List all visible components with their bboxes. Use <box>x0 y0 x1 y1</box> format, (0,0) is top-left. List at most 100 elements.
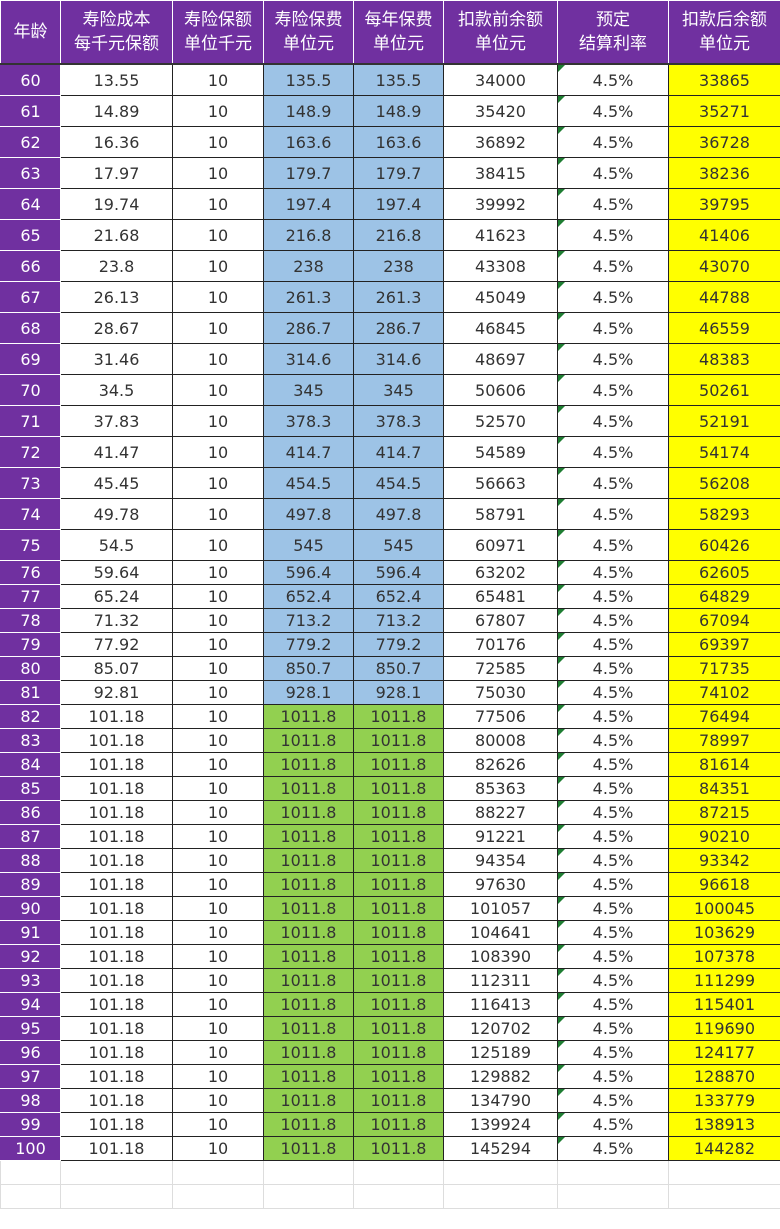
cell-premium[interactable]: 850.7 <box>263 656 354 681</box>
cell-balance-after[interactable]: 103629 <box>668 920 780 945</box>
cell-balance-before[interactable]: 60971 <box>443 529 558 561</box>
header-coverage[interactable]: 寿险保额 单位千元 <box>172 0 264 65</box>
cell-age[interactable]: 87 <box>0 824 61 849</box>
cell-cost-per-thousand[interactable]: 101.18 <box>60 752 173 777</box>
cell-balance-before[interactable]: 112311 <box>443 968 558 993</box>
cell-balance-after[interactable]: 87215 <box>668 800 780 825</box>
header-balance-before[interactable]: 扣款前余额 单位元 <box>443 0 558 65</box>
cell-balance-before[interactable]: 52570 <box>443 405 558 437</box>
empty-cell[interactable] <box>353 1160 444 1185</box>
empty-cell[interactable] <box>0 1160 61 1185</box>
cell-age[interactable]: 76 <box>0 560 61 585</box>
cell-annual-premium[interactable]: 197.4 <box>353 188 444 220</box>
cell-settlement-rate[interactable]: 4.5% <box>557 219 669 251</box>
cell-age[interactable]: 65 <box>0 219 61 251</box>
cell-balance-before[interactable]: 94354 <box>443 848 558 873</box>
cell-balance-before[interactable]: 43308 <box>443 250 558 282</box>
cell-age[interactable]: 85 <box>0 776 61 801</box>
cell-balance-after[interactable]: 115401 <box>668 992 780 1017</box>
cell-premium[interactable]: 1011.8 <box>263 1088 354 1113</box>
cell-annual-premium[interactable]: 135.5 <box>353 63 444 96</box>
cell-balance-before[interactable]: 46845 <box>443 312 558 344</box>
cell-annual-premium[interactable]: 1011.8 <box>353 872 444 897</box>
cell-coverage[interactable]: 10 <box>172 281 264 313</box>
cell-settlement-rate[interactable]: 4.5% <box>557 608 669 633</box>
cell-annual-premium[interactable]: 1011.8 <box>353 1016 444 1041</box>
cell-settlement-rate[interactable]: 4.5% <box>557 752 669 777</box>
cell-balance-before[interactable]: 120702 <box>443 1016 558 1041</box>
cell-premium[interactable]: 1011.8 <box>263 824 354 849</box>
cell-balance-after[interactable]: 60426 <box>668 529 780 561</box>
cell-balance-after[interactable]: 90210 <box>668 824 780 849</box>
cell-premium[interactable]: 1011.8 <box>263 1064 354 1089</box>
cell-annual-premium[interactable]: 216.8 <box>353 219 444 251</box>
cell-age[interactable]: 92 <box>0 944 61 969</box>
cell-cost-per-thousand[interactable]: 101.18 <box>60 824 173 849</box>
empty-cell[interactable] <box>60 1160 173 1185</box>
cell-premium[interactable]: 238 <box>263 250 354 282</box>
cell-coverage[interactable]: 10 <box>172 157 264 189</box>
cell-balance-after[interactable]: 128870 <box>668 1064 780 1089</box>
cell-settlement-rate[interactable]: 4.5% <box>557 498 669 530</box>
cell-annual-premium[interactable]: 148.9 <box>353 95 444 127</box>
cell-balance-before[interactable]: 39992 <box>443 188 558 220</box>
header-cost-per-thousand[interactable]: 寿险成本 每千元保额 <box>60 0 173 65</box>
cell-coverage[interactable]: 10 <box>172 374 264 406</box>
cell-balance-before[interactable]: 38415 <box>443 157 558 189</box>
cell-annual-premium[interactable]: 1011.8 <box>353 944 444 969</box>
cell-settlement-rate[interactable]: 4.5% <box>557 467 669 499</box>
cell-cost-per-thousand[interactable]: 34.5 <box>60 374 173 406</box>
cell-balance-before[interactable]: 58791 <box>443 498 558 530</box>
cell-settlement-rate[interactable]: 4.5% <box>557 281 669 313</box>
cell-annual-premium[interactable]: 1011.8 <box>353 920 444 945</box>
cell-cost-per-thousand[interactable]: 49.78 <box>60 498 173 530</box>
cell-age[interactable]: 81 <box>0 680 61 705</box>
cell-premium[interactable]: 596.4 <box>263 560 354 585</box>
cell-coverage[interactable]: 10 <box>172 896 264 921</box>
cell-annual-premium[interactable]: 497.8 <box>353 498 444 530</box>
cell-annual-premium[interactable]: 179.7 <box>353 157 444 189</box>
empty-cell[interactable] <box>353 1184 444 1209</box>
cell-age[interactable]: 97 <box>0 1064 61 1089</box>
empty-cell[interactable] <box>172 1184 264 1209</box>
cell-balance-before[interactable]: 80008 <box>443 728 558 753</box>
cell-premium[interactable]: 713.2 <box>263 608 354 633</box>
cell-age[interactable]: 74 <box>0 498 61 530</box>
cell-coverage[interactable]: 10 <box>172 920 264 945</box>
empty-cell[interactable] <box>557 1160 669 1185</box>
cell-balance-after[interactable]: 138913 <box>668 1112 780 1137</box>
cell-annual-premium[interactable]: 454.5 <box>353 467 444 499</box>
cell-age[interactable]: 99 <box>0 1112 61 1137</box>
cell-balance-after[interactable]: 96618 <box>668 872 780 897</box>
cell-age[interactable]: 75 <box>0 529 61 561</box>
cell-age[interactable]: 79 <box>0 632 61 657</box>
empty-cell[interactable] <box>557 1184 669 1209</box>
cell-settlement-rate[interactable]: 4.5% <box>557 800 669 825</box>
empty-cell[interactable] <box>60 1184 173 1209</box>
cell-premium[interactable]: 1011.8 <box>263 800 354 825</box>
cell-balance-after[interactable]: 44788 <box>668 281 780 313</box>
cell-cost-per-thousand[interactable]: 92.81 <box>60 680 173 705</box>
cell-coverage[interactable]: 10 <box>172 467 264 499</box>
cell-annual-premium[interactable]: 652.4 <box>353 584 444 609</box>
cell-premium[interactable]: 1011.8 <box>263 728 354 753</box>
cell-premium[interactable]: 928.1 <box>263 680 354 705</box>
cell-premium[interactable]: 1011.8 <box>263 1112 354 1137</box>
cell-coverage[interactable]: 10 <box>172 1064 264 1089</box>
cell-balance-after[interactable]: 54174 <box>668 436 780 468</box>
cell-premium[interactable]: 1011.8 <box>263 848 354 873</box>
cell-age[interactable]: 86 <box>0 800 61 825</box>
cell-coverage[interactable]: 10 <box>172 608 264 633</box>
cell-balance-after[interactable]: 43070 <box>668 250 780 282</box>
cell-balance-after[interactable]: 144282 <box>668 1136 780 1161</box>
cell-coverage[interactable]: 10 <box>172 944 264 969</box>
cell-balance-before[interactable]: 75030 <box>443 680 558 705</box>
cell-cost-per-thousand[interactable]: 59.64 <box>60 560 173 585</box>
cell-annual-premium[interactable]: 1011.8 <box>353 1136 444 1161</box>
cell-premium[interactable]: 1011.8 <box>263 968 354 993</box>
cell-balance-after[interactable]: 46559 <box>668 312 780 344</box>
cell-age[interactable]: 88 <box>0 848 61 873</box>
cell-premium[interactable]: 1011.8 <box>263 1136 354 1161</box>
cell-cost-per-thousand[interactable]: 101.18 <box>60 992 173 1017</box>
cell-settlement-rate[interactable]: 4.5% <box>557 405 669 437</box>
